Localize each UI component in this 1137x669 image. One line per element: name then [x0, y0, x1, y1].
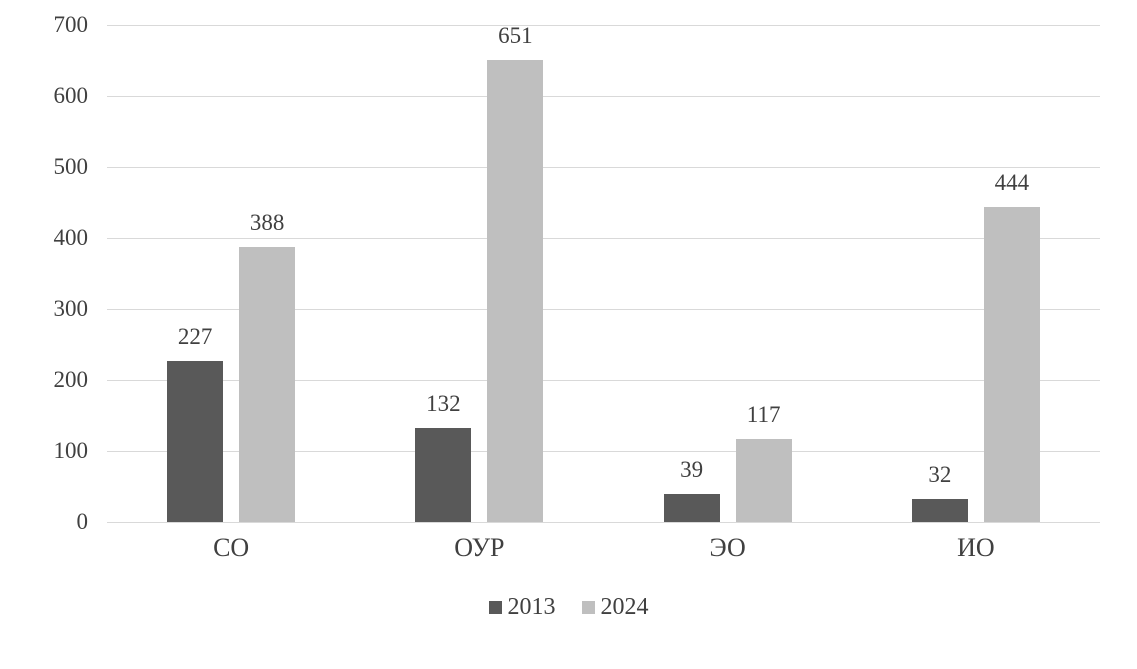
- y-axis-tick-label: 400: [53, 225, 89, 250]
- bar-2013-СО: [167, 360, 224, 522]
- x-axis-category-label: ЭО: [709, 533, 746, 562]
- legend-item-2013: 2013: [488, 594, 556, 620]
- bar-value-label: 132: [426, 391, 461, 417]
- y-axis-tick-label: 0: [76, 509, 89, 534]
- x-axis-category-label: СО: [213, 533, 250, 562]
- y-axis-tick-label: 500: [53, 154, 89, 179]
- legend-label: 2013: [507, 594, 556, 620]
- chart-legend: 2013 2024: [0, 594, 1137, 620]
- bar-value-label: 39: [680, 457, 704, 483]
- gridline: [107, 24, 1100, 26]
- legend-swatch: [488, 600, 502, 614]
- gridline: [107, 308, 1100, 310]
- x-axis-category-label: ИО: [957, 533, 995, 562]
- bar-2013-ЭО: [663, 494, 720, 522]
- gridline: [107, 237, 1100, 239]
- bar-2024-ЭО: [735, 438, 792, 522]
- bar-2024-ОУР: [487, 59, 544, 522]
- bar-value-label: 32: [928, 462, 952, 488]
- gridline: [107, 166, 1100, 168]
- gridline: [107, 521, 1100, 523]
- bar-value-label: 388: [249, 209, 285, 235]
- legend-item-2024: 2024: [581, 594, 649, 620]
- bar-value-label: 444: [994, 169, 1030, 195]
- y-axis-tick-label: 700: [53, 12, 89, 37]
- bar-value-label: 117: [746, 401, 781, 427]
- y-axis-tick-label: 300: [53, 296, 89, 321]
- bar-2013-ОУР: [415, 428, 472, 522]
- legend-label: 2024: [600, 594, 649, 620]
- bar-2024-СО: [239, 246, 296, 522]
- legend-swatch: [581, 600, 595, 614]
- y-axis-tick-label: 100: [53, 438, 89, 463]
- bar-2024-ИО: [983, 206, 1040, 522]
- y-axis-tick-label: 600: [53, 83, 89, 108]
- bar-value-label: 651: [498, 22, 533, 48]
- y-axis-tick-label: 200: [53, 367, 89, 392]
- x-axis-category-label: ОУР: [454, 533, 505, 562]
- gridline: [107, 379, 1100, 381]
- gridline: [107, 450, 1100, 452]
- gridline: [107, 95, 1100, 97]
- bar-value-label: 227: [177, 323, 213, 349]
- bar-2013-ИО: [911, 499, 968, 522]
